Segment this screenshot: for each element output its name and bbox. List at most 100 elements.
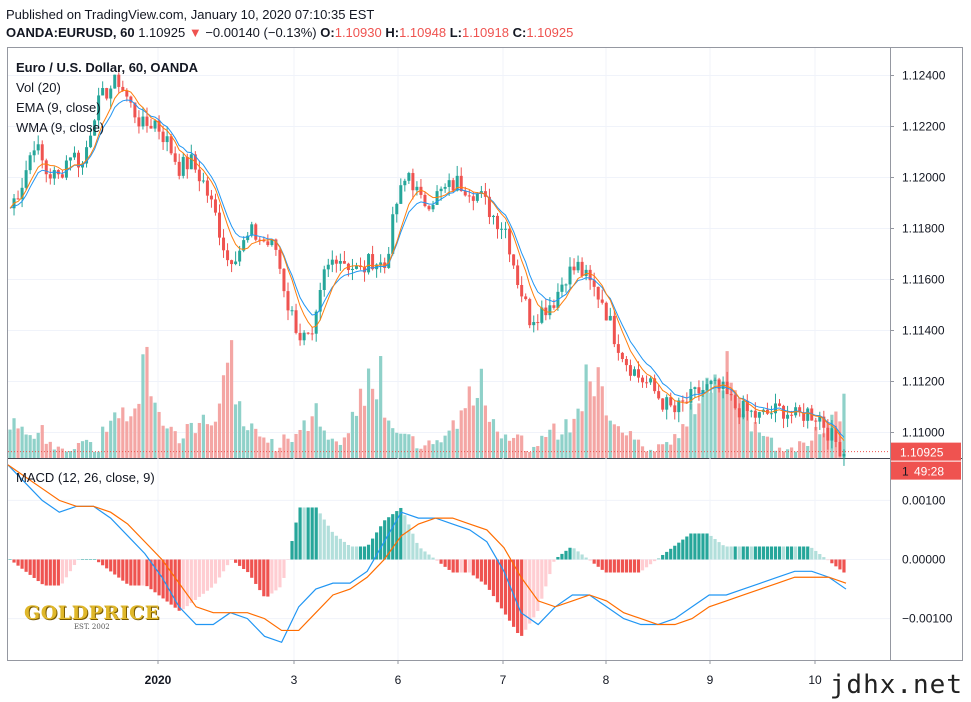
macd-histogram-bar	[399, 507, 403, 560]
macd-histogram-bar	[56, 559, 60, 586]
candles	[12, 72, 846, 466]
goldprice-logo: GOLDPRICE EST. 2002	[24, 602, 160, 631]
macd-histogram-bar	[169, 559, 173, 605]
volume-bar	[640, 446, 645, 458]
candle-body	[250, 224, 254, 236]
macd-histogram-bar	[423, 551, 427, 560]
volume-bar	[362, 405, 367, 458]
ema-legend[interactable]: EMA (9, close)	[16, 100, 101, 115]
time-tick-label: 9	[707, 673, 714, 687]
macd-line	[7, 464, 847, 644]
volume-bar	[773, 450, 778, 458]
macd-histogram-bar	[109, 559, 113, 572]
volume-bar	[274, 451, 278, 458]
macd-histogram-bar	[310, 507, 314, 560]
candle-body	[459, 175, 463, 192]
volume-bar	[48, 441, 52, 458]
macd-legend[interactable]: MACD (12, 26, close, 9)	[16, 470, 155, 485]
macd-histogram-bar	[262, 559, 266, 597]
macd-histogram-bar	[532, 559, 536, 618]
macd-histogram-bar	[153, 559, 157, 593]
candle-body	[270, 239, 274, 246]
macd-histogram-bar	[685, 536, 689, 560]
volume-bar	[213, 421, 218, 458]
volume-bar	[661, 444, 665, 458]
candle-body	[419, 186, 423, 195]
candle-body	[218, 212, 221, 238]
volume-bar	[665, 442, 669, 458]
macd-histogram-bar	[548, 559, 552, 575]
macd-histogram-bar	[443, 559, 447, 567]
last-price: 1.10925	[138, 25, 186, 40]
volume-bar	[644, 451, 649, 458]
vol-legend[interactable]: Vol (20)	[16, 80, 61, 95]
volume-bar	[322, 430, 326, 458]
macd-histogram-bar	[189, 559, 193, 604]
macd-histogram-bar	[246, 559, 250, 573]
volume-bar	[113, 412, 117, 458]
macd-histogram-bar	[777, 546, 782, 560]
macd-tick-label: 0.00000	[902, 553, 946, 567]
volume-bar	[685, 426, 689, 458]
candle-body	[278, 249, 282, 269]
volume-bar	[109, 420, 113, 458]
candle-body	[802, 412, 806, 421]
volume-bar	[266, 442, 270, 458]
candle-body	[230, 260, 234, 265]
candle-body	[487, 196, 491, 218]
price-change: −0.00140 (−0.13%)	[205, 25, 317, 40]
volume-bar	[749, 431, 753, 458]
macd-histogram-bar	[68, 559, 73, 572]
volume-bar	[544, 436, 548, 458]
volume-bar	[342, 437, 346, 458]
volume-bar	[596, 367, 600, 458]
candle-body	[604, 302, 608, 321]
low-value: 1.10918	[461, 25, 509, 40]
volume-bar	[181, 438, 185, 458]
macd-histogram-bar	[741, 546, 745, 560]
candle-body	[165, 136, 169, 143]
candle-body	[137, 117, 141, 127]
candle-body	[415, 186, 419, 191]
volume-bar	[101, 426, 105, 458]
volume-bar	[129, 416, 133, 458]
macd-histogram-bar	[842, 559, 846, 573]
candle-body	[387, 253, 391, 268]
candle-body	[471, 196, 475, 201]
macd-histogram-bar	[282, 559, 286, 578]
signal-line	[7, 464, 847, 632]
macd-histogram-bar	[584, 557, 588, 560]
volume-bar	[64, 451, 69, 458]
volume-bar	[415, 448, 419, 458]
candle-body	[439, 188, 443, 192]
wma-legend[interactable]: WMA (9, close)	[16, 120, 105, 135]
volume-bar	[185, 424, 189, 458]
volume-bar	[483, 405, 488, 458]
candle-body	[403, 180, 407, 186]
candle-body	[133, 102, 137, 118]
countdown-label: 49:28	[914, 465, 944, 479]
volume-bar	[580, 411, 584, 458]
macd-histogram-bar	[624, 559, 629, 573]
volume-bar	[491, 419, 496, 458]
volume-bar	[20, 426, 24, 458]
macd-histogram-bar	[76, 559, 81, 560]
candle-body	[645, 382, 649, 384]
macd-histogram-bar	[346, 544, 351, 560]
candle-body	[149, 125, 153, 129]
close-label: C:	[512, 25, 527, 40]
candle-body	[185, 156, 189, 170]
candle-body	[266, 241, 270, 246]
volume-bar	[681, 424, 685, 458]
volume-bar	[677, 438, 681, 458]
high-value: 1.10948	[399, 25, 447, 40]
time-tick-label: 2020	[145, 673, 172, 687]
volume-bar	[733, 390, 737, 458]
macd-histogram-bar	[238, 559, 242, 566]
candle-body	[512, 254, 516, 266]
volume-bar	[379, 356, 383, 458]
macd-histogram-bar	[653, 559, 657, 562]
candle-body	[201, 180, 205, 182]
price-tick-label: 1.12200	[902, 120, 946, 134]
